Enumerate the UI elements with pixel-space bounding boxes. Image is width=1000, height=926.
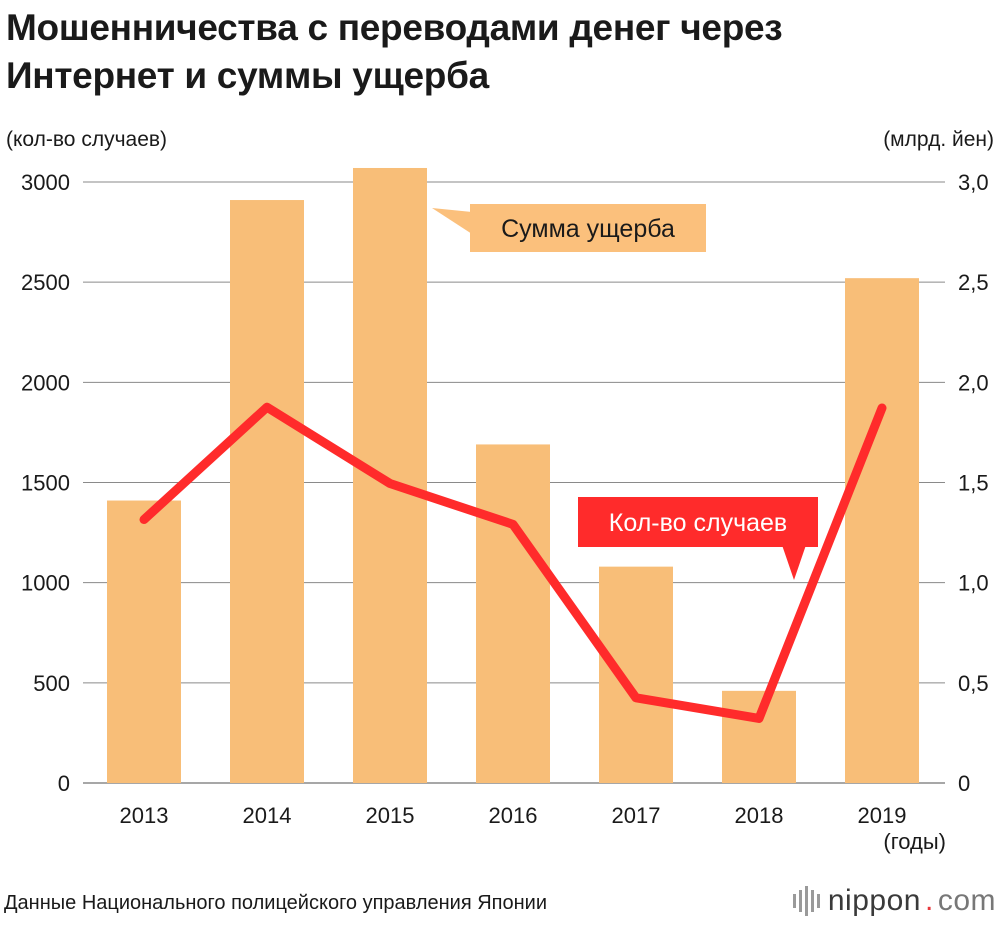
left-tick-label: 2500	[21, 270, 70, 295]
bar-2018	[722, 690, 796, 783]
bar-legend-label: Сумма ущерба	[501, 215, 675, 243]
chart-title-line-1: Мошенничества с переводами денег через	[6, 7, 783, 48]
cases-point-2015	[388, 481, 392, 486]
chart-title: Мошенничества с переводами денег через И…	[6, 4, 986, 100]
logo-text: nippon	[827, 884, 921, 917]
right-tick-label: 1,5	[958, 471, 989, 496]
nippon-logo: nippon. com	[792, 884, 996, 918]
bar-2019	[845, 278, 919, 783]
left-tick-label: 0	[58, 771, 70, 796]
right-tick-label: 0,5	[958, 671, 989, 696]
bar-2015	[353, 167, 427, 783]
right-tick-label: 0	[958, 771, 970, 796]
x-tick-label: 2016	[489, 803, 538, 828]
cases-point-2017	[634, 695, 638, 700]
logo-bars-icon	[792, 886, 820, 916]
logo-tld: com	[937, 884, 996, 917]
x-tick-label: 2017	[612, 803, 661, 828]
bar-2016	[476, 444, 550, 783]
x-tick-label: 2014	[243, 803, 292, 828]
x-tick-label: 2018	[735, 803, 784, 828]
bar-legend-pointer	[432, 208, 472, 234]
right-tick-label: 2,0	[958, 370, 989, 395]
left-tick-label: 3000	[21, 170, 70, 195]
left-tick-label: 1000	[21, 571, 70, 596]
cases-point-2018	[757, 716, 761, 721]
bar-2014	[230, 200, 304, 783]
right-tick-label: 3,0	[958, 170, 989, 195]
line-legend-label: Кол-во случаев	[609, 509, 787, 537]
left-tick-label: 1500	[21, 471, 70, 496]
left-tick-label: 500	[33, 671, 70, 696]
line-legend-box	[578, 497, 818, 547]
right-tick-label: 1,0	[958, 571, 989, 596]
x-tick-label: 2013	[120, 803, 169, 828]
right-tick-label: 2,5	[958, 270, 989, 295]
x-tick-label: 2015	[366, 803, 415, 828]
left-tick-label: 2000	[21, 370, 70, 395]
line-legend-pointer	[782, 545, 806, 580]
x-axis-unit: (годы)	[883, 829, 946, 854]
chart-title-line-2: Интернет и суммы ущерба	[6, 55, 489, 96]
cases-point-2016	[511, 522, 515, 527]
cases-point-2013	[142, 517, 146, 522]
bar-2013	[107, 500, 181, 783]
left-axis-unit: (кол-во случаев)	[6, 128, 168, 151]
bar-2017	[599, 566, 673, 783]
source-note: Данные Национального полицейского управл…	[4, 892, 548, 914]
cases-point-2014	[265, 405, 269, 410]
logo-dot: .	[924, 884, 934, 917]
cases-point-2019	[880, 405, 884, 410]
bar-legend-box	[470, 204, 706, 252]
x-tick-label: 2019	[858, 803, 907, 828]
right-axis-unit: (млрд. йен)	[883, 128, 994, 151]
